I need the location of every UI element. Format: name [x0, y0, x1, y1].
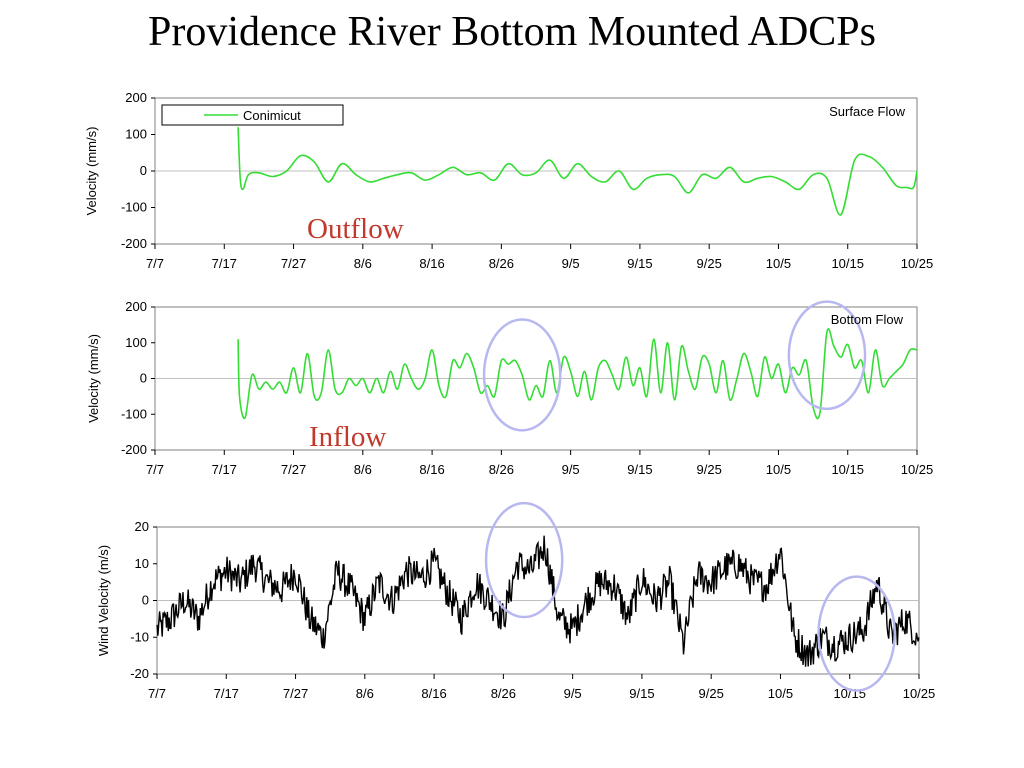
corner-note-bottom: Bottom Flow	[831, 312, 904, 327]
x-tick-label: 8/16	[419, 462, 444, 477]
corner-note-surface: Surface Flow	[829, 104, 905, 119]
x-tick-label: 8/6	[354, 462, 372, 477]
y-tick-label: -10	[130, 629, 149, 644]
x-tick-label: 8/26	[489, 256, 514, 271]
x-tick-label: 9/25	[697, 256, 722, 271]
y-tick-label: 10	[135, 556, 149, 571]
x-tick-label: 10/5	[768, 686, 793, 701]
series-line-surface	[237, 127, 918, 216]
y-tick-label: 0	[140, 371, 147, 386]
y-tick-label: 0	[142, 593, 149, 608]
y-tick-label: -100	[121, 406, 147, 421]
annotation-surface: Outflow	[307, 213, 404, 245]
page-title: Providence River Bottom Mounted ADCPs	[148, 9, 876, 55]
y-tick-label: 200	[125, 90, 147, 105]
y-tick-label: -100	[121, 200, 147, 215]
x-tick-label: 9/5	[562, 256, 580, 271]
highlight-ellipse	[482, 318, 562, 432]
x-tick-label: 9/5	[562, 462, 580, 477]
series-line-wind	[156, 535, 920, 667]
x-tick-label: 10/25	[903, 686, 936, 701]
x-tick-label: 7/7	[146, 256, 164, 271]
y-tick-label: 100	[125, 335, 147, 350]
x-tick-label: 7/17	[212, 256, 237, 271]
x-tick-label: 9/15	[627, 462, 652, 477]
x-tick-label: 10/5	[766, 462, 791, 477]
x-tick-label: 7/7	[146, 462, 164, 477]
x-tick-label: 9/5	[564, 686, 582, 701]
x-tick-label: 7/27	[281, 462, 306, 477]
x-tick-label: 10/15	[831, 462, 864, 477]
x-tick-label: 9/25	[699, 686, 724, 701]
x-tick-label: 10/25	[901, 462, 934, 477]
y-tick-label: 20	[135, 519, 149, 534]
x-tick-label: 7/17	[212, 462, 237, 477]
x-tick-label: 7/7	[148, 686, 166, 701]
x-tick-label: 10/15	[831, 256, 864, 271]
y-tick-label: -200	[121, 236, 147, 251]
y-tick-label: -20	[130, 666, 149, 681]
y-tick-label: 100	[125, 127, 147, 142]
x-tick-label: 7/27	[281, 256, 306, 271]
x-tick-label: 8/6	[354, 256, 372, 271]
x-tick-label: 10/5	[766, 256, 791, 271]
legend-box	[161, 104, 344, 126]
x-tick-label: 8/26	[491, 686, 516, 701]
x-tick-label: 10/25	[901, 256, 934, 271]
y-axis-label: Wind Velocity (m/s)	[96, 545, 111, 656]
x-tick-label: 8/6	[356, 686, 374, 701]
y-axis-label: Velocity (mm/s)	[84, 127, 99, 216]
annotation-bottom: Inflow	[309, 421, 386, 453]
x-tick-label: 9/25	[697, 462, 722, 477]
x-tick-label: 8/16	[419, 256, 444, 271]
x-tick-label: 8/26	[489, 462, 514, 477]
legend-label: Conimicut	[243, 108, 301, 123]
y-tick-label: -200	[121, 442, 147, 457]
highlight-ellipse	[787, 300, 867, 411]
x-tick-label: 10/15	[833, 686, 866, 701]
series-line-bottom	[237, 328, 918, 420]
highlight-ellipse	[484, 501, 564, 619]
x-tick-label: 9/15	[629, 686, 654, 701]
x-tick-label: 7/17	[214, 686, 239, 701]
x-tick-label: 8/16	[421, 686, 446, 701]
y-axis-label: Velocity (mm/s)	[86, 334, 101, 423]
y-tick-label: 200	[125, 299, 147, 314]
y-tick-label: 0	[140, 163, 147, 178]
highlight-ellipse	[817, 575, 897, 692]
x-tick-label: 7/27	[283, 686, 308, 701]
x-tick-label: 9/15	[627, 256, 652, 271]
